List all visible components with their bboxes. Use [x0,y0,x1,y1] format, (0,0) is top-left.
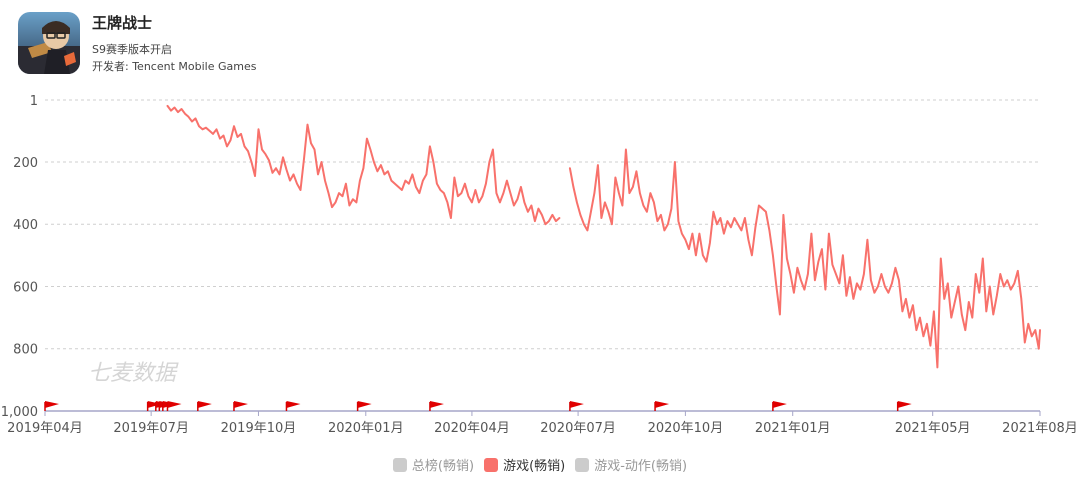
legend-swatch [392,457,407,472]
legend: 总榜(畅销) 游戏(畅销) 游戏-动作(畅销) [0,455,1080,476]
y-tick-label: 800 [13,343,38,358]
legend-label: 游戏(畅销) [503,459,566,474]
flag-marker[interactable] [233,401,248,411]
grid-lines [45,99,1040,412]
x-tick-label: 2021年01月 [755,421,831,436]
watermark: 七麦数据 [88,361,179,386]
legend-item[interactable]: 游戏-动作(畅销) [575,455,687,474]
flag-marker[interactable] [772,401,787,411]
flag-marker[interactable] [429,401,444,411]
x-tick-label: 2021年08月 [1002,421,1078,436]
flag-marker[interactable] [197,401,212,411]
x-tick-label: 2021年05月 [895,421,971,436]
x-tick-label: 2020年10月 [648,421,724,436]
series-line[interactable] [568,148,1041,369]
app-subtitle: S9赛季版本开启 [92,43,172,56]
event-markers [44,401,912,411]
x-axis-ticks: 2019年04月 2019年07月 2019年10月 2020年01月 2020年04月… [7,411,1078,436]
legend-item[interactable]: 总榜(畅销) [392,455,475,474]
legend-item[interactable]: 游戏(畅销) [484,455,565,474]
flag-marker[interactable] [356,401,372,411]
flag-marker[interactable] [654,401,670,411]
y-tick-label: 600 [13,280,38,295]
legend-swatch [575,457,590,472]
app-header: 王牌战士 S9赛季版本开启 开发者: Tencent Mobile Games [18,12,318,76]
series-lines [166,104,1041,369]
app-icon-image [18,12,80,74]
x-tick-label: 2020年04月 [434,421,510,436]
y-tick-label: 1 [30,94,38,109]
flag-marker[interactable] [166,401,182,411]
y-axis-ticks: 1 200 400 600 800 1,000 [1,94,38,420]
y-tick-label: 400 [13,218,38,233]
flag-marker[interactable] [569,401,584,411]
app-name: 王牌战士 [92,14,153,32]
flag-marker[interactable] [146,401,162,411]
x-tick-label: 2019年07月 [113,421,189,436]
x-tick-label: 2019年10月 [221,421,297,436]
x-tick-label: 2020年07月 [540,421,616,436]
y-tick-label: 1,000 [1,405,38,420]
legend-swatch [484,457,499,472]
legend-label: 总榜(畅销) [411,459,475,474]
flag-marker[interactable] [896,401,912,411]
flag-marker[interactable] [44,401,59,411]
flag-marker[interactable] [285,401,301,411]
series-line[interactable] [166,104,561,226]
app-developer: 开发者: Tencent Mobile Games [92,60,257,73]
app-icon[interactable] [18,12,80,74]
legend-label: 游戏-动作(畅销) [594,459,688,474]
x-tick-label: 2019年04月 [7,421,83,436]
y-tick-label: 200 [13,156,38,171]
x-tick-label: 2020年01月 [328,421,404,436]
